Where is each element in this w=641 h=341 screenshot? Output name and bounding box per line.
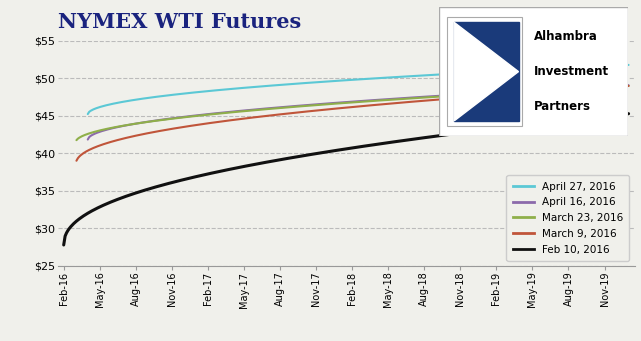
April 16, 2016 xyxy=(190,114,198,118)
Text: Alhambra: Alhambra xyxy=(533,30,597,43)
April 27, 2016 xyxy=(459,71,467,75)
March 9, 2016 xyxy=(248,116,256,120)
Line: April 27, 2016: April 27, 2016 xyxy=(88,65,629,114)
Polygon shape xyxy=(454,23,519,121)
Legend: April 27, 2016, April 16, 2016, March 23, 2016, March 9, 2016, Feb 10, 2016: April 27, 2016, April 16, 2016, March 23… xyxy=(506,175,629,261)
March 23, 2016 xyxy=(72,138,80,142)
April 27, 2016 xyxy=(377,76,385,80)
March 9, 2016 xyxy=(557,88,565,92)
Line: April 16, 2016: April 16, 2016 xyxy=(88,85,629,139)
March 9, 2016 xyxy=(625,84,633,88)
April 16, 2016 xyxy=(469,92,477,96)
March 9, 2016 xyxy=(196,122,203,127)
April 16, 2016 xyxy=(459,92,467,97)
April 16, 2016 xyxy=(377,98,385,102)
March 23, 2016 xyxy=(557,87,565,91)
March 9, 2016 xyxy=(533,90,540,94)
March 23, 2016 xyxy=(533,89,540,93)
Feb 10, 2016 xyxy=(128,192,135,196)
Feb 10, 2016 xyxy=(625,112,633,116)
March 23, 2016 xyxy=(625,84,633,88)
Polygon shape xyxy=(454,23,519,121)
Feb 10, 2016 xyxy=(470,129,478,133)
March 9, 2016 xyxy=(591,86,599,90)
April 27, 2016 xyxy=(469,71,477,75)
March 23, 2016 xyxy=(196,114,203,118)
Feb 10, 2016 xyxy=(244,164,251,168)
March 23, 2016 xyxy=(248,108,256,113)
April 16, 2016 xyxy=(432,94,440,98)
April 27, 2016 xyxy=(84,112,92,116)
March 9, 2016 xyxy=(72,159,80,163)
Feb 10, 2016 xyxy=(467,130,475,134)
March 9, 2016 xyxy=(431,98,438,102)
March 23, 2016 xyxy=(591,86,599,90)
April 16, 2016 xyxy=(625,83,633,87)
April 27, 2016 xyxy=(432,73,440,77)
April 16, 2016 xyxy=(253,107,260,112)
Text: Investment: Investment xyxy=(533,65,609,78)
April 27, 2016 xyxy=(253,85,260,89)
Feb 10, 2016 xyxy=(283,157,291,161)
Text: Partners: Partners xyxy=(533,100,590,113)
March 23, 2016 xyxy=(431,95,438,99)
Feb 10, 2016 xyxy=(415,136,423,140)
April 27, 2016 xyxy=(190,90,198,94)
April 16, 2016 xyxy=(84,137,92,142)
Text: NYMEX WTI Futures: NYMEX WTI Futures xyxy=(58,12,301,32)
FancyBboxPatch shape xyxy=(439,7,628,136)
Line: March 23, 2016: March 23, 2016 xyxy=(76,86,629,140)
Line: Feb 10, 2016: Feb 10, 2016 xyxy=(63,114,629,245)
Line: March 9, 2016: March 9, 2016 xyxy=(76,86,629,161)
Feb 10, 2016 xyxy=(60,243,67,247)
April 27, 2016 xyxy=(625,63,633,67)
